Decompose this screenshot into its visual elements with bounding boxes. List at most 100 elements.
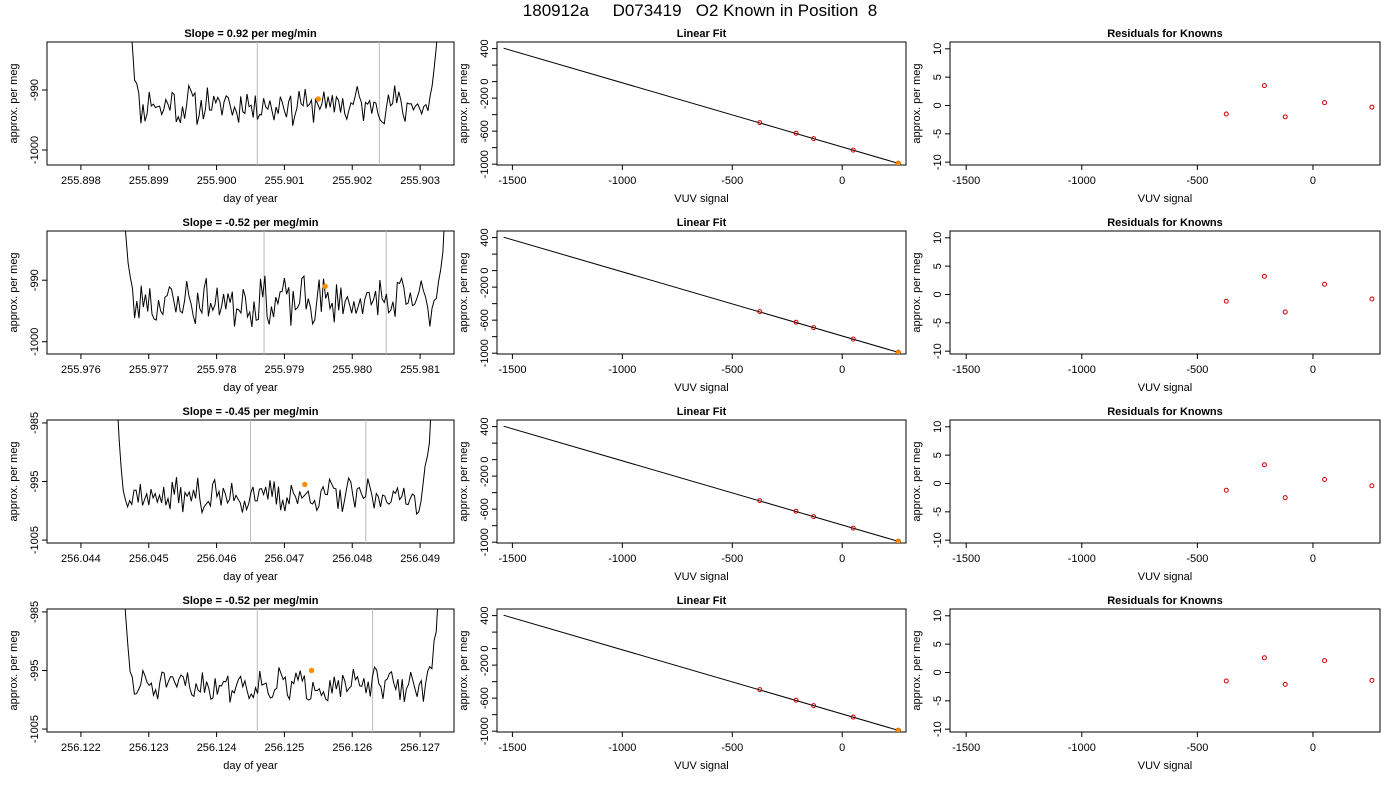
panel-title: Linear Fit (677, 406, 727, 418)
panel-title: Slope = -0.52 per meg/min (182, 595, 318, 607)
residual-point (1369, 483, 1375, 489)
panel-title: Linear Fit (677, 28, 727, 40)
panel-residuals-1: Residuals for Knowns -1500 -1000 -500 0 -10 -5… (911, 217, 1381, 394)
data-point (850, 336, 856, 342)
plot-frame (496, 608, 907, 733)
residual-point (1369, 677, 1375, 683)
x-axis-label: day of year (223, 193, 278, 205)
plot-frame (949, 608, 1381, 733)
residual-point (1282, 114, 1288, 120)
x-tick-label: -1500 (498, 742, 526, 754)
x-tick-label: 255.902 (332, 175, 372, 187)
y-tick-label: 0 (479, 268, 491, 274)
panel-timeseries-2: Slope = -0.45 per meg/min 256.044 256.045 2… (8, 406, 455, 583)
data-point (811, 514, 817, 520)
x-tick-label: -500 (721, 175, 743, 187)
residual-point (1322, 658, 1328, 664)
x-axis-label: VUV signal (1138, 382, 1192, 394)
x-axis-label: VUV signal (674, 382, 728, 394)
residual-point (1282, 309, 1288, 315)
x-tick-label: 255.977 (129, 364, 169, 376)
x-tick-label: 0 (839, 175, 845, 187)
y-tick-label: -10 (932, 532, 944, 548)
y-tick-label: -200 (479, 87, 491, 109)
y-tick-label: -10 (932, 154, 944, 170)
residual-point (1322, 281, 1328, 287)
x-axis-label: VUV signal (1138, 760, 1192, 772)
y-tick-label: -5 (932, 129, 944, 139)
y-tick-label: -990 (29, 269, 41, 291)
x-tick-label: 255.980 (332, 364, 372, 376)
x-axis-label: day of year (223, 760, 278, 772)
panel-title: Residuals for Knowns (1107, 28, 1223, 40)
y-tick-label: -200 (479, 465, 491, 487)
x-tick-label: 255.901 (265, 175, 305, 187)
highlight-point (895, 727, 902, 732)
residual-point (1223, 678, 1229, 684)
data-point (757, 498, 763, 504)
y-axis-label: approx. per meg (8, 63, 20, 143)
x-axis-label: VUV signal (674, 193, 728, 205)
plot-area (503, 614, 902, 732)
x-axis-label: day of year (223, 382, 278, 394)
residual-point (1261, 655, 1267, 661)
x-axis-label: day of year (223, 571, 278, 583)
panel-title: Residuals for Knowns (1107, 406, 1223, 418)
x-tick-label: -1000 (608, 364, 636, 376)
y-tick-label: -5 (932, 696, 944, 706)
y-tick-label: -1000 (29, 328, 41, 356)
x-tick-label: 256.046 (197, 553, 237, 565)
x-tick-label: 256.124 (197, 742, 237, 754)
data-point (757, 687, 763, 693)
plot-frame (46, 608, 455, 733)
data-point (793, 130, 799, 136)
x-tick-label: 256.123 (129, 742, 169, 754)
x-tick-label: -500 (721, 553, 743, 565)
plot-area (1223, 655, 1375, 687)
residual-point (1223, 111, 1229, 117)
plot-frame (46, 41, 455, 166)
highlight-point (895, 160, 902, 165)
x-tick-label: -1500 (952, 364, 980, 376)
x-tick-label: 256.049 (400, 553, 440, 565)
panel-title: Slope = -0.52 per meg/min (182, 217, 318, 229)
y-tick-label: 400 (479, 417, 491, 435)
y-tick-label: 400 (479, 228, 491, 246)
panel-residuals-3: Residuals for Knowns -1500 -1000 -500 0 -10 -5… (911, 595, 1381, 772)
x-tick-label: 255.979 (265, 364, 305, 376)
x-tick-label: 0 (1310, 175, 1316, 187)
y-tick-label: -5 (932, 507, 944, 517)
data-point (850, 525, 856, 531)
y-tick-label: -1000 (479, 528, 491, 556)
y-tick-label: 0 (479, 457, 491, 463)
y-tick-label: -200 (479, 276, 491, 298)
y-tick-label: 10 (932, 610, 944, 622)
y-tick-label: -600 (479, 120, 491, 142)
y-tick-label: 0 (932, 102, 944, 108)
plot-frame (949, 230, 1381, 355)
y-tick-label: 10 (932, 232, 944, 244)
y-tick-label: -10 (932, 721, 944, 737)
panel-residuals-0: Residuals for Knowns -1500 -1000 -500 0 -10 -5… (911, 28, 1381, 205)
y-tick-label: 400 (479, 606, 491, 624)
x-tick-label: 255.898 (61, 175, 101, 187)
x-tick-label: 255.903 (400, 175, 440, 187)
x-tick-label: 256.048 (332, 553, 372, 565)
panel-title: Residuals for Knowns (1107, 217, 1223, 229)
y-tick-label: 0 (479, 79, 491, 85)
highlight-point (302, 481, 308, 488)
panel-title: Residuals for Knowns (1107, 595, 1223, 607)
y-tick-label: 5 (932, 74, 944, 80)
data-point (850, 714, 856, 720)
panel-linfit-0: Linear Fit -1500 -1000 -500 0 -1000 -600 -200 0 4… (458, 28, 907, 205)
plot-area (503, 236, 902, 354)
residual-point (1369, 104, 1375, 110)
x-axis-label: VUV signal (674, 760, 728, 772)
y-tick-label: -5 (932, 318, 944, 328)
y-tick-label: 0 (932, 480, 944, 486)
data-point (793, 697, 799, 703)
y-tick-label: -1005 (29, 715, 41, 743)
panel-timeseries-3: Slope = -0.52 per meg/min 256.122 256.123 2… (8, 595, 455, 772)
series-line (124, 609, 438, 703)
